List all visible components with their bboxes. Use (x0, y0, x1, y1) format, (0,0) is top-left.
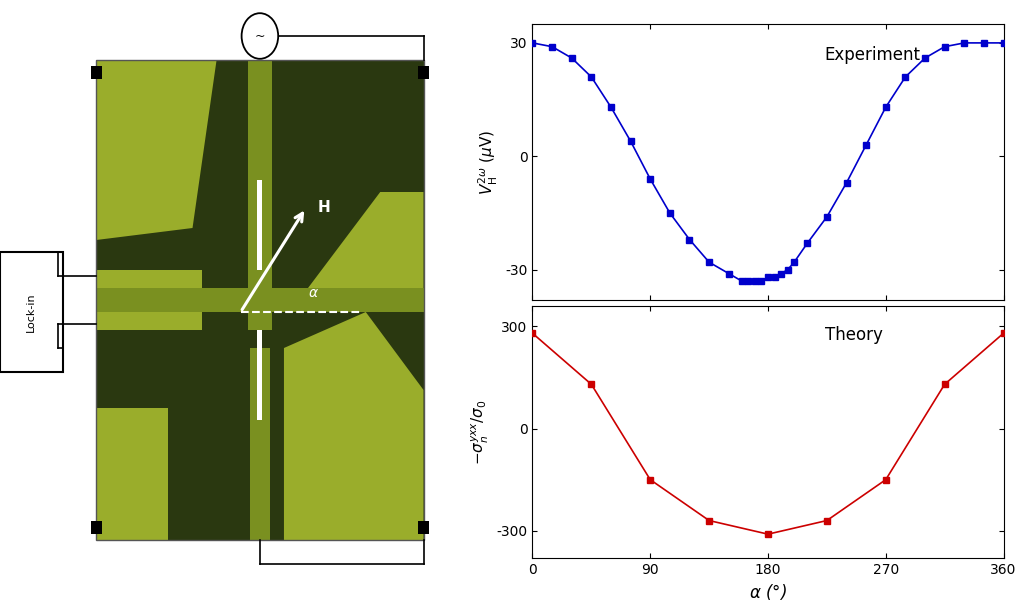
Bar (0, 252, 62, 372)
Bar (418, 521, 429, 534)
Bar (418, 66, 429, 79)
Bar (96, 60, 424, 540)
Bar (257, 330, 262, 420)
Bar (96, 60, 424, 540)
Circle shape (242, 13, 279, 59)
Polygon shape (284, 312, 424, 540)
Bar (91, 521, 101, 534)
Bar (248, 60, 272, 270)
Polygon shape (96, 408, 168, 540)
Bar (250, 348, 269, 540)
Y-axis label: $-\sigma_n^{yxx}/\sigma_0$: $-\sigma_n^{yxx}/\sigma_0$ (470, 399, 490, 465)
Text: $\alpha$: $\alpha$ (308, 286, 318, 300)
Text: Theory: Theory (824, 326, 883, 344)
Bar (248, 270, 272, 330)
Text: Experiment: Experiment (824, 46, 921, 64)
X-axis label: $\alpha$ (°): $\alpha$ (°) (750, 583, 786, 600)
Bar (96, 288, 424, 312)
Text: H: H (317, 200, 331, 215)
Text: ~: ~ (255, 29, 265, 43)
Bar (96, 60, 424, 540)
Polygon shape (284, 192, 424, 288)
Polygon shape (96, 270, 202, 330)
Polygon shape (96, 60, 217, 240)
Y-axis label: $V_{\mathrm{H}}^{2\omega}$ ($\mu$V): $V_{\mathrm{H}}^{2\omega}$ ($\mu$V) (476, 130, 500, 194)
Bar (91, 66, 101, 79)
Bar (257, 180, 262, 270)
Text: Lock-in: Lock-in (27, 292, 36, 332)
